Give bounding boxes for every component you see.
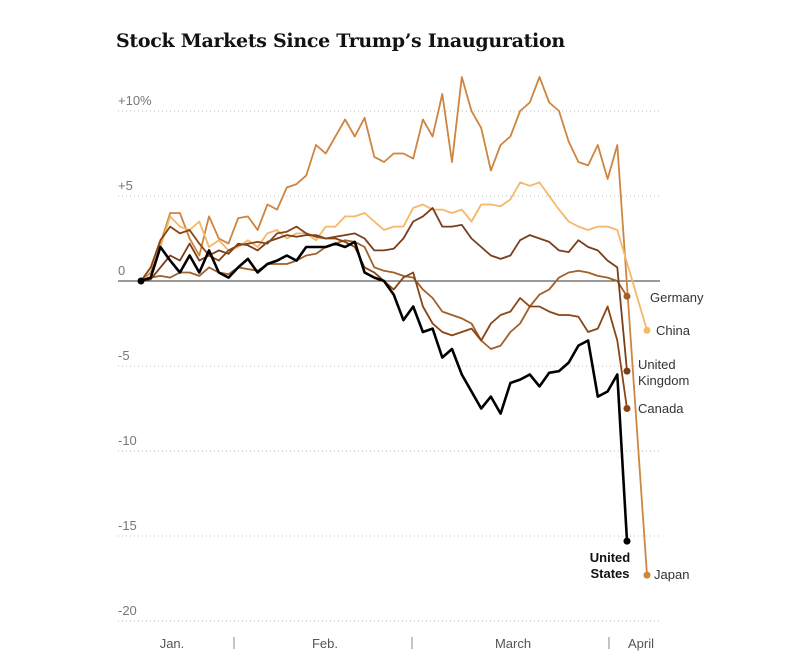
series-end-dot <box>623 292 631 300</box>
series-label: Canada <box>638 401 684 416</box>
series-label: Japan <box>654 567 689 582</box>
series-end-dot <box>643 326 651 334</box>
y-tick-label: +10% <box>118 93 152 108</box>
start-dot <box>137 277 145 285</box>
series-labels: Japan China Germany United Kingdom Canada Unit… <box>590 290 704 582</box>
series-label: Germany <box>650 290 704 305</box>
axes: +10% +5 0 -5 -10 -15 -20 Jan. Feb. March April <box>118 93 654 651</box>
series-end-dot <box>643 571 651 579</box>
y-tick-label: -10 <box>118 433 137 448</box>
y-tick-label: -5 <box>118 348 130 363</box>
series-line-united-states <box>139 240 629 543</box>
y-tick-label: -20 <box>118 603 137 618</box>
series-lines <box>137 76 651 579</box>
series-line-germany <box>140 239 628 350</box>
x-tick-label: Jan. <box>160 636 185 651</box>
series-label: China <box>656 323 691 338</box>
y-tick-label: 0 <box>118 263 125 278</box>
series-end-dot <box>623 405 631 412</box>
x-tick-label: Feb. <box>312 636 338 651</box>
series-end-dot <box>623 367 631 375</box>
series-line-united-kingdom <box>140 206 628 373</box>
series-end-dot <box>623 537 631 545</box>
gridlines <box>118 110 660 622</box>
y-tick-label: +5 <box>118 178 133 193</box>
series-label: United States <box>590 550 631 581</box>
chart-title: Stock Markets Since Trump’s Inauguration <box>116 30 565 52</box>
series-label: United Kingdom <box>638 357 689 388</box>
x-tick-label: April <box>628 636 654 651</box>
x-tick-label: March <box>495 636 531 651</box>
y-tick-label: -15 <box>118 518 137 533</box>
series-line-japan <box>140 76 648 576</box>
series-line-china <box>140 181 648 332</box>
